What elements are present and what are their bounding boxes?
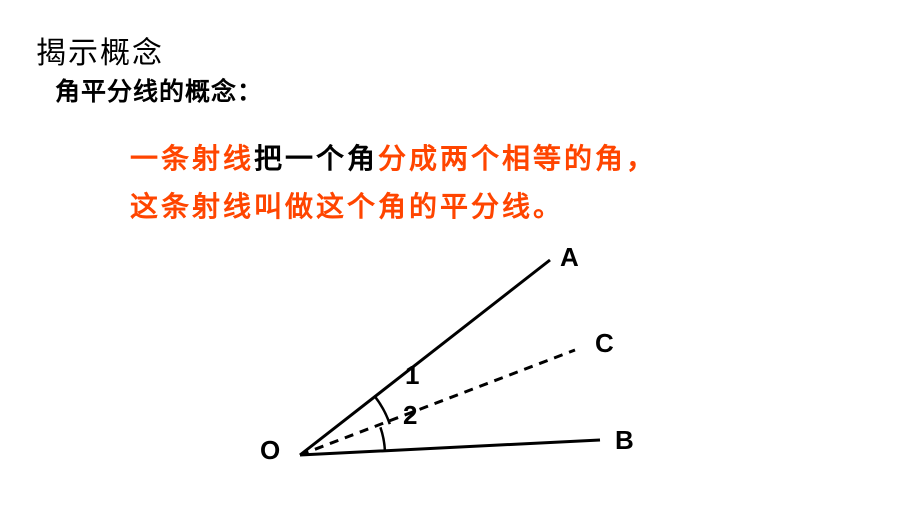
ray-OA (300, 260, 550, 455)
ray-OB (300, 440, 600, 455)
ray-OC-bisector (300, 350, 575, 455)
def-part2: 把一个角 (254, 143, 378, 174)
heading-reveal-concept: 揭示概念 (36, 28, 164, 72)
diagram-svg (250, 240, 670, 500)
label-A: A (560, 242, 579, 273)
angle-bisector-diagram: O A B C 1 2 (250, 240, 670, 500)
def-part1: 一条射线 (130, 143, 254, 174)
def-part4: 这条射线叫做这个角的平分线。 (130, 191, 564, 222)
heading-bisector-concept: 角平分线的概念： (55, 72, 263, 108)
definition-text: 一条射线把一个角分成两个相等的角， 这条射线叫做这个角的平分线。 (130, 135, 657, 230)
label-B: B (615, 425, 634, 456)
angle-arc-1 (375, 397, 390, 425)
label-angle-2: 2 (403, 400, 417, 431)
label-O: O (260, 435, 280, 466)
label-angle-1: 1 (405, 360, 419, 391)
label-C: C (595, 328, 614, 359)
angle-arc-2 (380, 427, 385, 450)
def-part3: 分成两个相等的角， (378, 143, 657, 174)
